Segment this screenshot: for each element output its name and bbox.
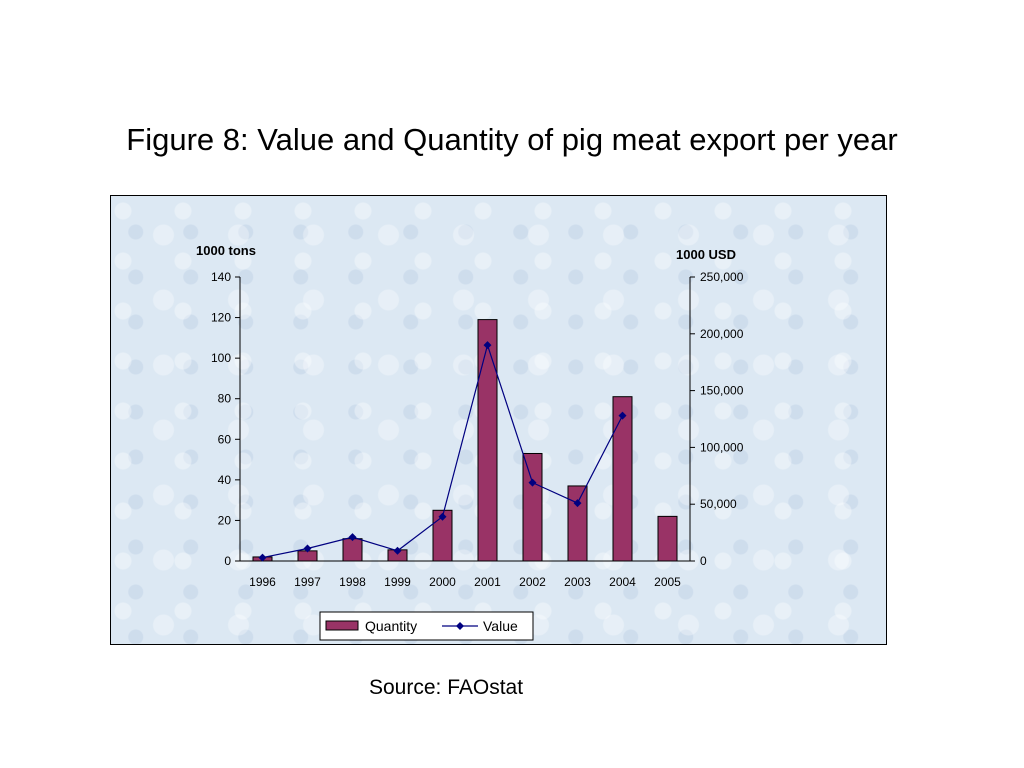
line-series-value xyxy=(258,341,627,562)
legend: Quantity Value xyxy=(319,611,534,641)
x-tick-label: 1998 xyxy=(339,575,366,589)
slide-title: Figure 8: Value and Quantity of pig meat… xyxy=(126,122,898,157)
legend-swatch-value-marker xyxy=(456,622,464,630)
x-tick-label: 2000 xyxy=(429,575,456,589)
x-tick-label: 1999 xyxy=(384,575,411,589)
y-tick-label-right: 250,000 xyxy=(700,270,744,284)
bar-quantity xyxy=(657,515,678,562)
value-marker xyxy=(258,553,267,562)
x-tick-label: 2005 xyxy=(654,575,681,589)
bar-quantity xyxy=(612,396,633,562)
bar-quantity xyxy=(342,538,363,562)
y-tick-label-left: 20 xyxy=(218,513,232,527)
value-marker xyxy=(618,411,627,420)
x-tick-label: 2001 xyxy=(474,575,501,589)
bar-quantity xyxy=(567,485,588,562)
y-axis-left-title: 1000 tons xyxy=(196,243,256,258)
value-marker xyxy=(348,533,357,542)
legend-label-value: Value xyxy=(483,618,518,634)
x-tick-label: 2002 xyxy=(519,575,546,589)
value-marker xyxy=(438,512,447,521)
y-tick-label-left: 0 xyxy=(224,554,231,568)
y-tick-label-right: 200,000 xyxy=(700,327,744,341)
value-marker xyxy=(528,478,537,487)
x-tick-label: 2004 xyxy=(609,575,636,589)
y-tick-label-left: 40 xyxy=(218,473,232,487)
bar-quantity xyxy=(432,509,453,562)
y-tick-label-right: 150,000 xyxy=(700,384,744,398)
x-tick-label: 1996 xyxy=(249,575,276,589)
y-tick-label-left: 140 xyxy=(211,270,231,284)
legend-label-quantity: Quantity xyxy=(365,618,417,634)
chart-frame: 0 20 40 60 80 100 120 140 0 50,000 100,000 150,000 2… xyxy=(110,195,887,645)
bar-quantity xyxy=(477,319,498,562)
y-tick-label-right: 100,000 xyxy=(700,440,744,454)
y-tick-label-left: 120 xyxy=(211,311,231,325)
value-marker xyxy=(303,544,312,553)
source-note: Source: FAOstat xyxy=(369,676,524,699)
bar-series-quantity xyxy=(252,319,678,562)
legend-swatch-quantity xyxy=(325,620,359,631)
x-tick-label: 2003 xyxy=(564,575,591,589)
value-marker xyxy=(573,499,582,508)
chart-labels: 0 20 40 60 80 100 120 140 0 50,000 100,000 150,000 2… xyxy=(196,243,744,589)
value-marker xyxy=(393,546,402,555)
y-tick-label-right: 0 xyxy=(700,554,707,568)
y-tick-label-left: 80 xyxy=(218,392,232,406)
combo-chart: 0 20 40 60 80 100 120 140 0 50,000 100,000 150,000 2… xyxy=(196,243,744,641)
y-tick-label-left: 60 xyxy=(218,432,232,446)
x-tick-label: 1997 xyxy=(294,575,321,589)
bar-quantity xyxy=(522,452,543,562)
y-axis-right-title: 1000 USD xyxy=(676,247,736,262)
value-marker xyxy=(483,341,492,350)
y-tick-label-right: 50,000 xyxy=(700,497,737,511)
y-tick-label-left: 100 xyxy=(211,351,231,365)
